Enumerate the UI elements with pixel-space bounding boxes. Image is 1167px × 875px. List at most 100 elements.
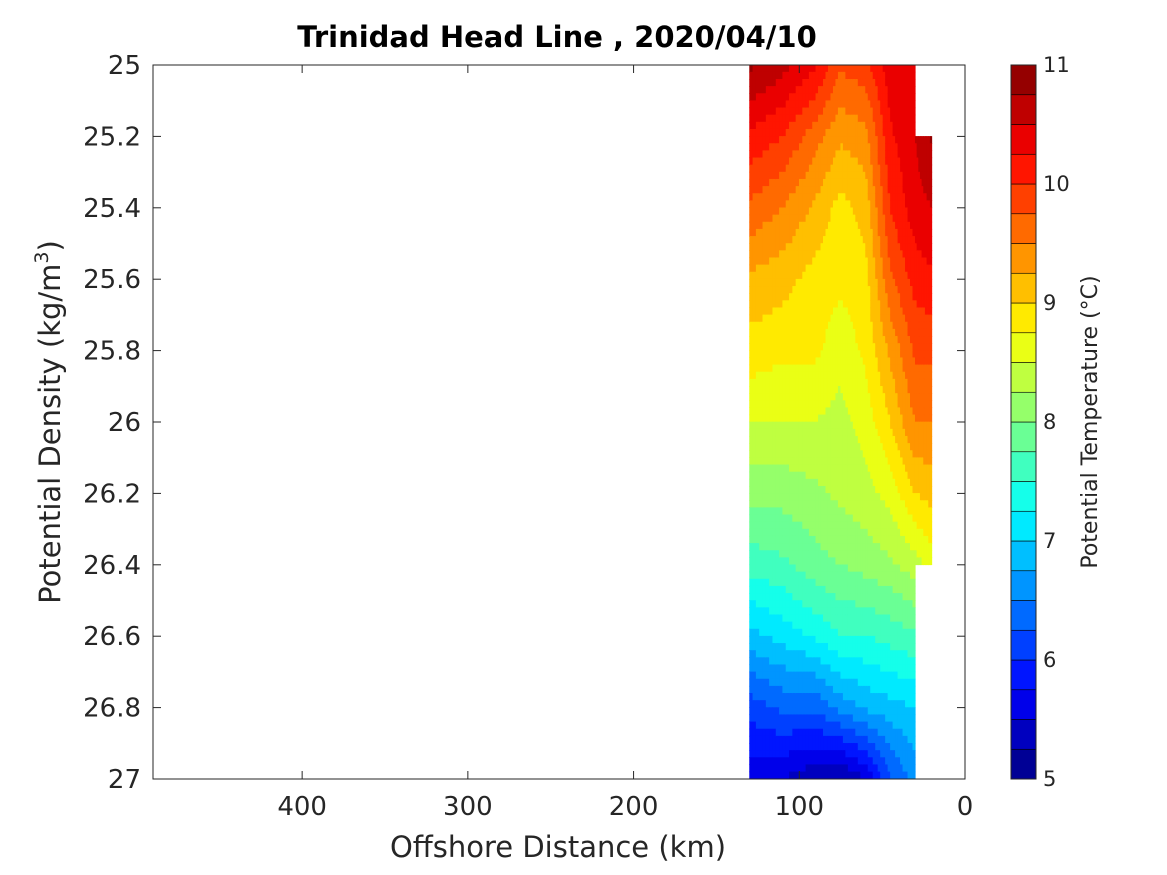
field-cell <box>808 450 813 458</box>
field-cell <box>769 207 774 216</box>
field-cell <box>782 628 787 637</box>
field-cell <box>805 78 810 87</box>
field-cell <box>887 693 891 701</box>
field-cell <box>872 78 876 87</box>
field-cell <box>830 300 834 309</box>
field-cell <box>842 493 846 501</box>
field-cell <box>880 236 884 244</box>
field-cell <box>818 471 822 480</box>
field-cell <box>882 328 886 337</box>
field-cell <box>880 307 884 316</box>
field-cell <box>860 357 864 366</box>
field-cell <box>867 300 871 309</box>
field-cell <box>855 485 859 494</box>
field-cell <box>782 286 787 294</box>
field-cell <box>785 471 790 480</box>
field-cell <box>789 328 793 337</box>
field-cell <box>837 278 842 287</box>
field-cell <box>802 657 807 666</box>
field-cell <box>862 171 866 180</box>
field-cell <box>885 136 889 144</box>
field-cell <box>850 314 854 323</box>
field-cell <box>779 221 784 230</box>
field-cell <box>882 407 886 416</box>
field-cell <box>845 421 849 430</box>
field-cell <box>887 735 891 744</box>
field-cell <box>877 150 881 159</box>
field-cell <box>885 493 889 501</box>
field-cell <box>827 664 832 673</box>
field-cell <box>877 414 881 423</box>
field-cell <box>887 193 891 201</box>
field-cell <box>860 578 864 587</box>
field-cell <box>847 321 851 330</box>
field-cell <box>842 507 846 516</box>
field-cell <box>875 700 879 708</box>
field-cell <box>855 535 859 544</box>
field-cell <box>775 136 780 144</box>
field-cell <box>779 378 784 387</box>
field-cell <box>887 407 891 416</box>
field-cell <box>845 664 849 673</box>
field-cell <box>779 136 784 144</box>
field-cell <box>823 443 827 451</box>
field-cell <box>769 386 774 394</box>
field-cell <box>795 143 800 151</box>
field-cell <box>840 378 844 387</box>
field-cell <box>835 378 839 387</box>
field-cell <box>845 500 849 508</box>
field-cell <box>855 314 859 323</box>
field-cell <box>857 314 861 323</box>
field-cell <box>830 750 834 758</box>
field-cell <box>862 357 866 366</box>
field-cell <box>855 464 859 473</box>
field-cell <box>860 735 864 744</box>
field-cell <box>775 321 780 330</box>
field-cell <box>805 121 810 130</box>
field-cell <box>820 693 824 701</box>
field-cell <box>752 478 757 487</box>
field-cell <box>785 693 790 701</box>
field-cell <box>825 721 829 730</box>
field-cell <box>870 407 874 416</box>
field-cell <box>880 257 884 266</box>
field-cell <box>832 528 837 537</box>
field-cell <box>782 421 787 430</box>
field-cell <box>867 78 871 87</box>
field-cell <box>772 271 777 280</box>
field-cell <box>792 721 797 730</box>
field-cell <box>830 643 834 651</box>
field-cell <box>842 400 846 409</box>
field-cell <box>832 314 837 323</box>
field-cell <box>759 164 764 173</box>
field-cell <box>872 650 876 658</box>
field-cell <box>870 421 874 430</box>
field-cell <box>785 671 790 680</box>
field-cell <box>882 550 886 558</box>
field-cell <box>845 71 849 80</box>
field-cell <box>867 514 871 523</box>
field-cell <box>877 535 881 544</box>
field-cell <box>867 657 871 666</box>
field-cell <box>769 421 774 430</box>
field-cell <box>840 65 844 73</box>
field-cell <box>865 421 869 430</box>
field-cell <box>765 750 770 758</box>
field-cell <box>862 635 866 644</box>
field-cell <box>882 721 886 730</box>
field-cell <box>862 628 866 637</box>
field-cell <box>885 550 889 558</box>
field-cell <box>857 521 861 530</box>
field-cell <box>882 343 886 351</box>
field-cell <box>815 65 819 73</box>
field-cell <box>870 757 874 766</box>
field-cell <box>877 343 881 351</box>
field-cell <box>865 550 869 558</box>
field-cell <box>852 164 856 173</box>
field-cell <box>759 593 764 601</box>
field-cell <box>798 707 803 716</box>
field-cell <box>882 286 886 294</box>
field-cell <box>837 343 842 351</box>
field-cell <box>885 121 889 130</box>
field-cell <box>749 357 754 366</box>
